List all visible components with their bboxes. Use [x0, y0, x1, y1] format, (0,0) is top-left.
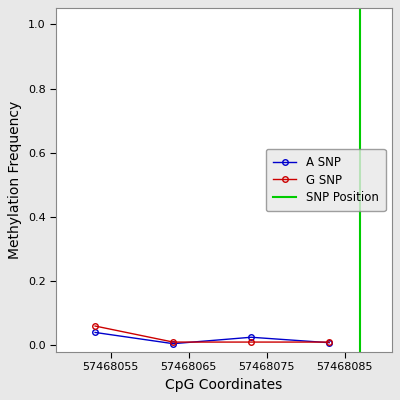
Y-axis label: Methylation Frequency: Methylation Frequency	[8, 101, 22, 259]
Legend: A SNP, G SNP, SNP Position: A SNP, G SNP, SNP Position	[266, 149, 386, 211]
X-axis label: CpG Coordinates: CpG Coordinates	[165, 378, 282, 392]
